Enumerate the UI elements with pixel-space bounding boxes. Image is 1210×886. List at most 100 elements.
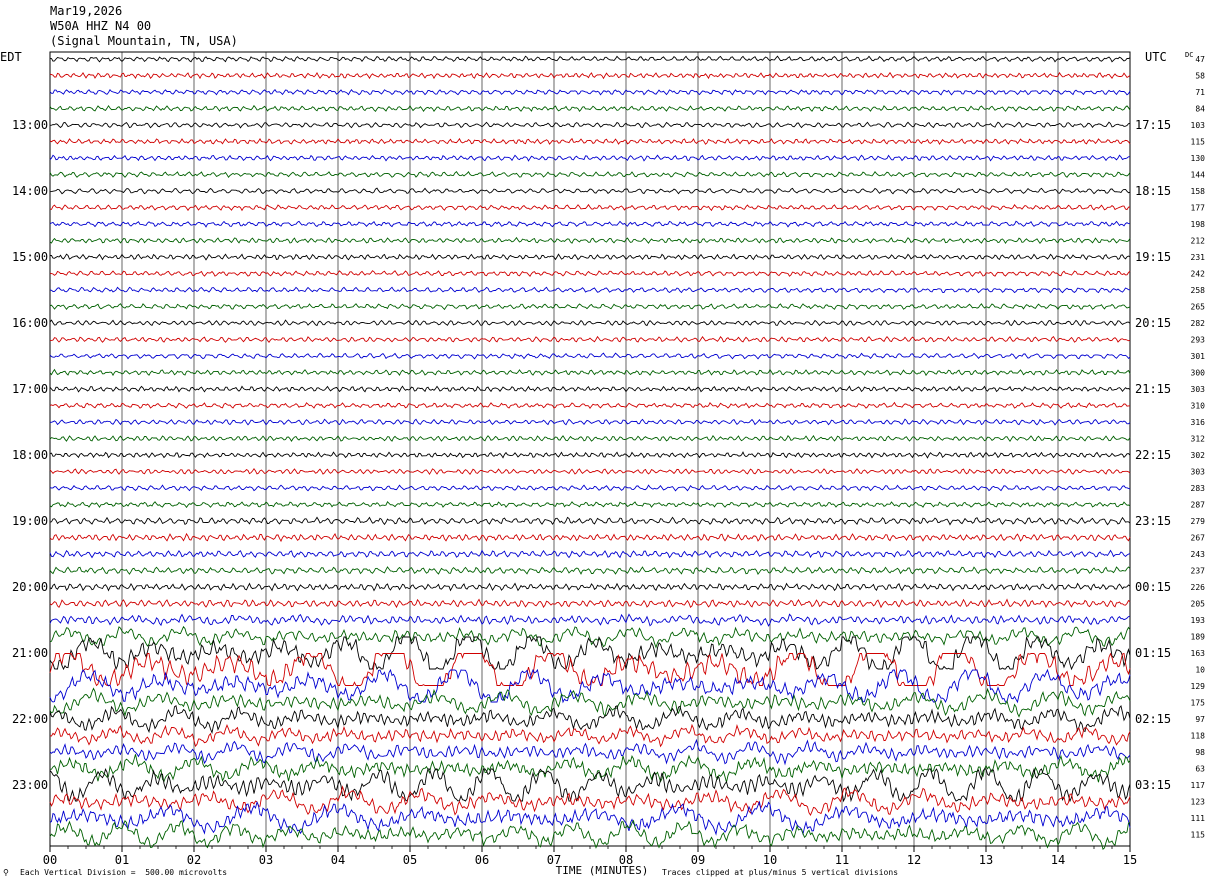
dc-offset-label: 265 [1191,303,1206,312]
right-hour-label: 20:15 [1135,316,1171,330]
x-tick-label: 08 [619,853,633,867]
dc-offset-label: 287 [1191,501,1206,510]
left-hour-label: 15:00 [12,250,48,264]
seismic-trace [49,705,1131,735]
seismic-trace [49,613,1131,627]
dc-offset-label: 242 [1191,270,1206,279]
dc-offset-label: 301 [1191,352,1206,361]
dc-offset-label: 303 [1191,468,1206,477]
station-code: W50A HHZ N4 00 [50,19,152,33]
seismic-trace [49,652,1131,687]
left-hour-label: 22:00 [12,712,48,726]
seismic-trace [49,468,1131,476]
x-tick-label: 10 [763,853,777,867]
scale-icon: ⚲ [3,868,9,877]
seismic-trace [49,598,1131,609]
seismic-trace [49,785,1131,817]
dc-offset-label: 189 [1191,633,1206,642]
x-tick-label: 09 [691,853,705,867]
seismic-trace [49,385,1131,393]
seismic-trace [49,154,1131,162]
left-hour-label: 13:00 [12,118,48,132]
dc-offset-label: 312 [1191,435,1206,444]
plot-date: Mar19,2026 [50,4,123,18]
seismic-trace [49,220,1131,228]
dc-offset-label: 123 [1191,798,1206,807]
seismic-trace [49,88,1131,96]
right-hour-label: 19:15 [1135,250,1171,264]
x-tick-label: 11 [835,853,849,867]
dc-offset-label: 71 [1195,88,1205,97]
seismic-trace [49,236,1131,245]
x-tick-label: 02 [187,853,201,867]
seismic-trace [49,516,1131,526]
dc-offset-label: 177 [1191,204,1206,213]
x-tick-label: 13 [979,853,993,867]
left-hour-label: 19:00 [12,514,48,528]
right-hour-label: 03:15 [1135,778,1171,792]
right-hour-label: 22:15 [1135,448,1171,462]
dc-offset-label: 103 [1191,121,1206,130]
seismic-trace [49,104,1131,113]
dc-offset-label: 212 [1191,237,1206,246]
dc-offset-label: 97 [1195,715,1205,724]
seismic-trace [49,137,1131,145]
x-tick-label: 01 [115,853,129,867]
dc-offset-label: 144 [1191,171,1206,180]
x-tick-label: 00 [43,853,57,867]
plot-grid [49,51,1131,852]
seismic-trace [49,800,1131,836]
x-tick-label: 14 [1051,853,1065,867]
seismic-trace [49,501,1131,509]
seismic-trace [49,451,1131,459]
seismic-trace [49,532,1131,543]
dc-offset-label: 130 [1191,154,1206,163]
x-tick-label: 07 [547,853,561,867]
right-timezone: UTC [1145,50,1167,64]
right-hour-label: 23:15 [1135,514,1171,528]
x-tick-label: 03 [259,853,273,867]
dc-offset-label: 279 [1191,517,1206,526]
dc-offset-label: 115 [1191,138,1206,147]
station-location: (Signal Mountain, TN, USA) [50,34,238,48]
dc-offset-label: 58 [1195,72,1205,81]
left-hour-label: 23:00 [12,778,48,792]
x-tick-label: 06 [475,853,489,867]
right-hour-label: 02:15 [1135,712,1171,726]
seismic-trace [49,625,1131,649]
seismic-traces [49,55,1131,851]
left-hour-label: 14:00 [12,184,48,198]
dc-offset-label: 175 [1191,699,1206,708]
seismic-trace [49,582,1131,592]
x-axis-title: TIME (MINUTES) [556,864,649,877]
dc-offset-label: 47 [1195,55,1205,64]
left-hour-label: 20:00 [12,580,48,594]
x-tick-label: 15 [1123,853,1137,867]
seismic-trace [49,401,1131,409]
dc-offset-label: 300 [1191,369,1206,378]
seismic-trace [49,566,1131,575]
dc-offset-label: 258 [1191,286,1206,295]
left-timezone: EDT [0,50,22,64]
seismic-trace [49,668,1131,704]
dc-offset-label: 231 [1191,253,1206,262]
dc-offset-label: 302 [1191,451,1206,460]
dc-offset-label: 118 [1191,732,1206,741]
dc-offset-label: 283 [1191,484,1206,493]
seismic-trace [49,319,1131,327]
seismic-trace [49,368,1131,377]
dc-offset-label: 193 [1191,616,1206,625]
dc-offset-label: 303 [1191,385,1206,394]
seismic-trace [50,253,1131,261]
left-hour-label: 16:00 [12,316,48,330]
dc-offset-label: 115 [1191,831,1206,840]
dc-offset-label: 84 [1195,105,1205,114]
seismic-trace [49,352,1131,360]
dc-offset-label: 111 [1191,814,1206,823]
left-hour-label: 21:00 [12,646,48,660]
dc-offset-label: 117 [1191,781,1206,790]
right-hour-label: 17:15 [1135,118,1171,132]
dc-offset-label: 163 [1191,649,1206,658]
seismic-trace [49,286,1131,294]
seismic-trace [49,171,1131,178]
